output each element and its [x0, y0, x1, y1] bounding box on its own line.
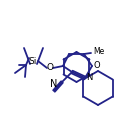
Text: N: N — [50, 79, 58, 89]
Text: O: O — [46, 63, 53, 72]
Text: Me: Me — [93, 47, 104, 56]
Text: Si: Si — [29, 56, 37, 66]
Text: N: N — [86, 72, 92, 81]
Text: O: O — [94, 61, 101, 71]
